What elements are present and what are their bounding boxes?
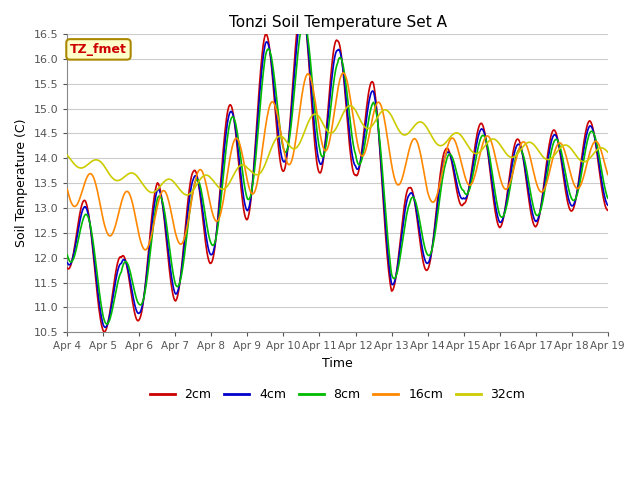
16cm [141, 247, 149, 253]
32cm [556, 145, 563, 151]
Line: 8cm: 8cm [67, 22, 608, 324]
8cm [103, 321, 111, 327]
32cm [346, 103, 354, 108]
Line: 32cm: 32cm [67, 106, 608, 195]
32cm [436, 143, 444, 149]
4cm [298, 10, 306, 15]
32cm [330, 129, 337, 134]
2cm [298, 0, 305, 6]
X-axis label: Time: Time [322, 357, 353, 370]
4cm [101, 324, 109, 330]
8cm [331, 74, 339, 80]
2cm [63, 265, 71, 271]
2cm [383, 251, 391, 257]
8cm [604, 195, 612, 201]
4cm [206, 251, 214, 256]
16cm [330, 113, 337, 119]
32cm [383, 108, 391, 113]
8cm [383, 227, 391, 232]
8cm [206, 237, 214, 243]
16cm [206, 200, 214, 205]
4cm [436, 179, 444, 185]
Line: 16cm: 16cm [67, 73, 608, 250]
Text: TZ_fmet: TZ_fmet [70, 43, 127, 56]
16cm [604, 171, 612, 177]
32cm [182, 192, 189, 198]
16cm [63, 186, 71, 192]
8cm [300, 19, 308, 24]
2cm [604, 207, 612, 213]
32cm [63, 152, 71, 158]
2cm [183, 211, 191, 216]
8cm [63, 252, 71, 258]
Line: 4cm: 4cm [67, 12, 608, 327]
16cm [340, 70, 348, 76]
8cm [436, 191, 444, 197]
8cm [183, 234, 191, 240]
4cm [331, 55, 339, 61]
32cm [183, 192, 191, 198]
Title: Tonzi Soil Temperature Set A: Tonzi Soil Temperature Set A [228, 15, 447, 30]
32cm [206, 174, 214, 180]
4cm [63, 260, 71, 265]
4cm [556, 145, 563, 151]
16cm [556, 140, 563, 146]
2cm [206, 260, 214, 266]
32cm [604, 149, 612, 155]
2cm [556, 147, 563, 153]
16cm [183, 226, 191, 232]
2cm [100, 329, 108, 335]
16cm [436, 179, 444, 184]
4cm [383, 241, 391, 247]
2cm [436, 171, 444, 177]
Y-axis label: Soil Temperature (C): Soil Temperature (C) [15, 119, 28, 247]
Line: 2cm: 2cm [67, 3, 608, 332]
16cm [383, 132, 391, 138]
2cm [331, 43, 339, 48]
8cm [556, 143, 563, 148]
4cm [183, 220, 191, 226]
Legend: 2cm, 4cm, 8cm, 16cm, 32cm: 2cm, 4cm, 8cm, 16cm, 32cm [145, 384, 531, 406]
4cm [604, 202, 612, 208]
